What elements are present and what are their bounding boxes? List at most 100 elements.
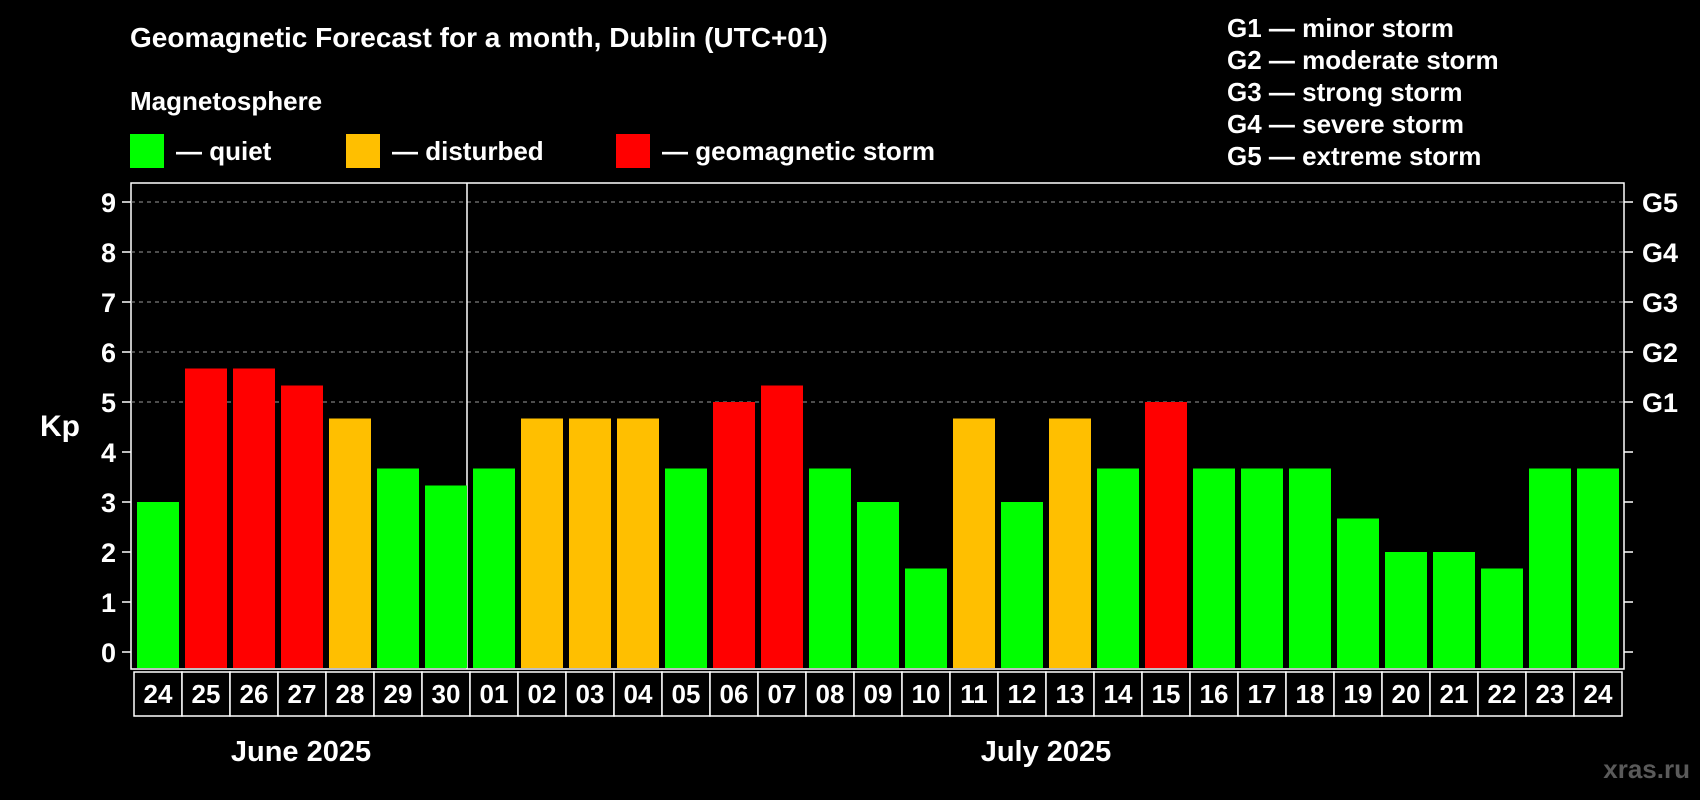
date-cell-28 [1477,671,1527,717]
bar-16 [905,568,947,668]
date-cell-11 [661,671,711,717]
date-cell-18 [997,671,1047,717]
date-label-23: 17 [1248,679,1277,709]
date-cell-25 [1333,671,1383,717]
date-cell-9 [565,671,615,717]
date-label-3: 27 [288,679,317,709]
date-cell-30 [1573,671,1623,717]
date-cell-26 [1381,671,1431,717]
date-label-26: 20 [1392,679,1421,709]
date-cell-2 [229,671,279,717]
date-label-16: 10 [912,679,941,709]
y-tick-label-8: 8 [101,238,116,268]
bar-25 [1337,518,1379,668]
legend-quiet-label: — quiet [176,135,272,166]
legend-quiet-swatch [130,134,164,168]
date-label-27: 21 [1440,679,1469,709]
date-label-24: 18 [1296,679,1325,709]
date-cell-6 [421,671,471,717]
storm-scale-g1: G1 — minor storm [1227,13,1454,43]
date-label-2: 26 [240,679,269,709]
bar-11 [665,468,707,668]
date-label-15: 09 [864,679,893,709]
bar-14 [809,468,851,668]
y-tick-label-9: 9 [101,188,116,218]
bar-23 [1241,468,1283,668]
bar-30 [1577,468,1619,668]
storm-scale-g3: G3 — strong storm [1227,77,1463,107]
bar-10 [617,418,659,668]
month-label-july: July 2025 [980,736,1112,768]
legend-storm: — geomagnetic storm [616,134,935,168]
date-cell-1 [181,671,231,717]
plot-frame [130,182,1625,670]
date-label-25: 19 [1344,679,1373,709]
bar-13 [761,385,803,668]
date-cell-17 [949,671,999,717]
date-label-17: 11 [960,679,988,709]
bar-27 [1433,552,1475,668]
bar-7 [473,468,515,668]
date-label-0: 24 [144,679,173,709]
date-cell-5 [373,671,423,717]
bar-2 [233,368,275,668]
date-label-13: 07 [768,679,797,709]
date-cell-7 [469,671,519,717]
date-label-28: 22 [1488,679,1517,709]
y-tick-label-2: 2 [101,538,116,568]
y-tick-label-5: 5 [101,388,116,418]
bar-3 [281,385,323,668]
month-label-june: June 2025 [230,736,372,768]
storm-scale-g5: G5 — extreme storm [1227,141,1482,171]
date-cell-19 [1045,671,1095,717]
date-label-10: 04 [624,679,653,709]
bar-0 [137,502,179,668]
bar-1 [185,368,227,668]
date-cell-14 [805,671,855,717]
date-label-21: 15 [1152,679,1181,709]
bar-19 [1049,418,1091,668]
bar-21 [1145,402,1187,668]
date-label-8: 02 [528,679,557,709]
date-label-11: 05 [672,679,701,709]
bar-9 [569,418,611,668]
bar-20 [1097,468,1139,668]
date-label-5: 29 [384,679,413,709]
legend-quiet: — quiet [130,134,271,168]
storm-scale-g4: G4 — severe storm [1227,109,1465,139]
y-tick-label-4: 4 [101,438,116,468]
date-label-19: 13 [1056,679,1085,709]
date-cell-15 [853,671,903,717]
date-label-12: 06 [720,679,749,709]
date-label-14: 08 [816,679,845,709]
chart-title: Geomagnetic Forecast for a month, Dublin… [130,22,828,53]
date-cell-13 [757,671,807,717]
right-tick-label-g5: G5 [1642,188,1678,218]
legend-storm-swatch [616,134,650,168]
legend-disturbed-swatch [346,134,380,168]
bar-12 [713,402,755,668]
date-label-29: 23 [1536,679,1565,709]
y-tick-label-7: 7 [101,288,116,318]
bar-22 [1193,468,1235,668]
date-label-7: 01 [480,679,509,709]
right-tick-label-g2: G2 [1642,338,1678,368]
bar-28 [1481,568,1523,668]
date-cell-22 [1189,671,1239,717]
date-cell-21 [1141,671,1191,717]
date-label-22: 16 [1200,679,1229,709]
date-label-18: 12 [1008,679,1037,709]
date-cell-24 [1285,671,1335,717]
date-cell-20 [1093,671,1143,717]
bar-8 [521,418,563,668]
right-tick-label-g4: G4 [1642,238,1678,268]
right-tick-label-g1: G1 [1642,388,1678,418]
legend-disturbed-label: — disturbed [392,135,544,166]
y-axis-label: Kp [40,410,80,443]
y-tick-label-3: 3 [101,488,116,518]
bar-17 [953,418,995,668]
date-cell-10 [613,671,663,717]
date-label-9: 03 [576,679,605,709]
bar-24 [1289,468,1331,668]
bar-4 [329,418,371,668]
